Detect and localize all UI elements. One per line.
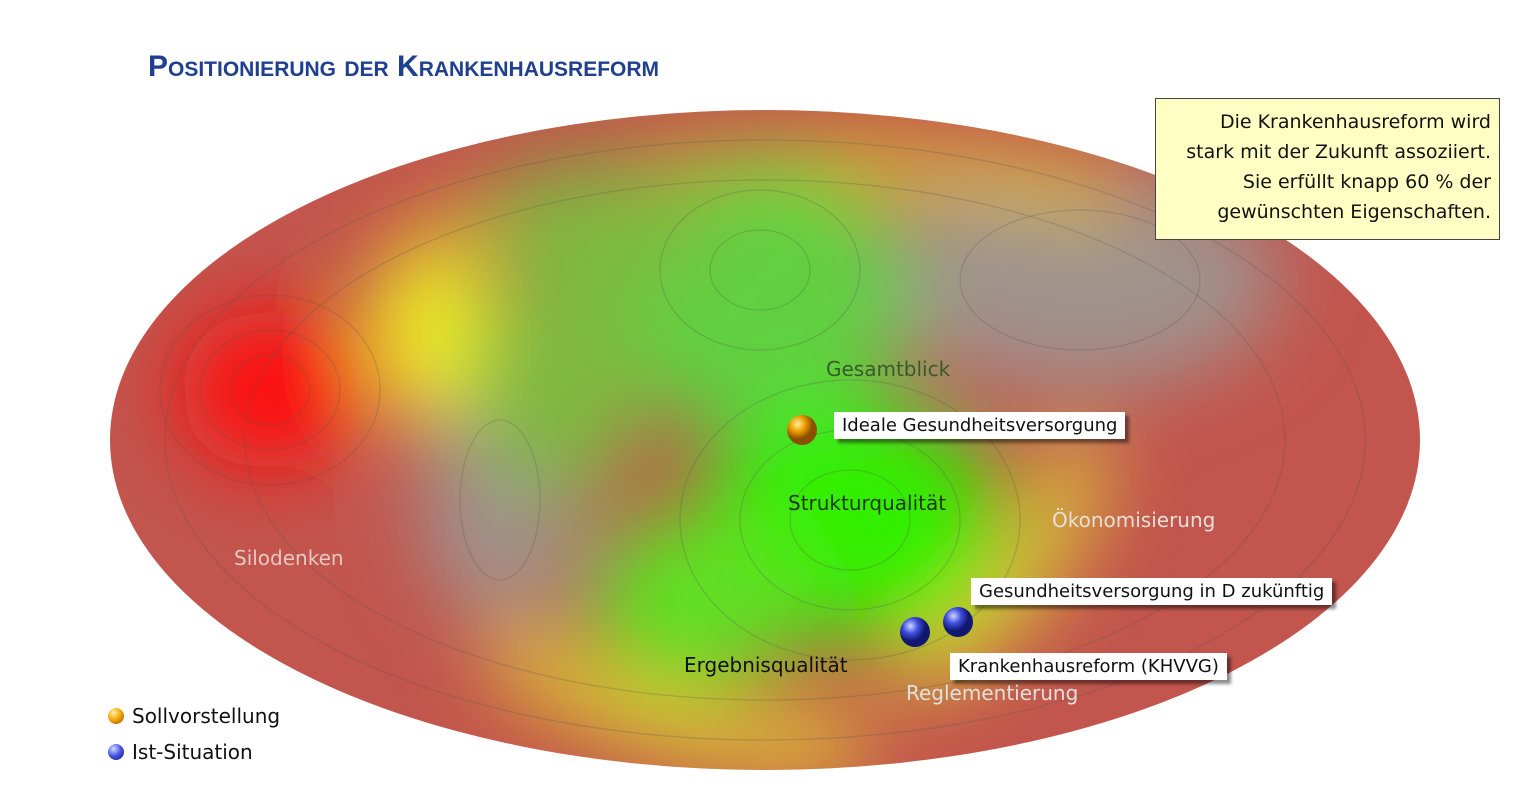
title: Positionierung der Krankenhausreform xyxy=(148,50,660,83)
note-line: Sie erfüllt knapp 60 % der xyxy=(1242,171,1491,193)
region-label: Reglementierung xyxy=(906,681,1079,705)
region-label: Gesamtblick xyxy=(826,357,951,381)
region-label: Silodenken xyxy=(234,546,344,570)
legend-label: Sollvorstellung xyxy=(132,704,281,728)
actual-marker xyxy=(900,617,930,647)
actual-marker xyxy=(943,607,973,637)
region-label: Ergebnisqualität xyxy=(684,653,848,677)
region-label: Ökonomisierung xyxy=(1052,508,1216,532)
note-box: Die Krankenhausreform wird stark mit der… xyxy=(1155,98,1500,240)
note-line: Die Krankenhausreform wird xyxy=(1219,111,1491,133)
legend-item: Sollvorstellung xyxy=(108,704,280,728)
note-line: gewünschten Eigenschaften. xyxy=(1217,201,1491,223)
target-marker xyxy=(787,415,817,445)
marker-label: Gesundheitsversorgung in D zukünftig xyxy=(971,578,1333,605)
legend-label: Ist-Situation xyxy=(132,740,253,764)
legend-item: Ist-Situation xyxy=(108,740,253,764)
region-label: Strukturqualität xyxy=(788,491,947,515)
marker-label: Krankenhausreform (KHVVG) xyxy=(950,653,1227,680)
note-line: stark mit der Zukunft assoziiert. xyxy=(1186,141,1491,163)
marker-label: Ideale Gesundheitsversorgung xyxy=(834,412,1126,439)
